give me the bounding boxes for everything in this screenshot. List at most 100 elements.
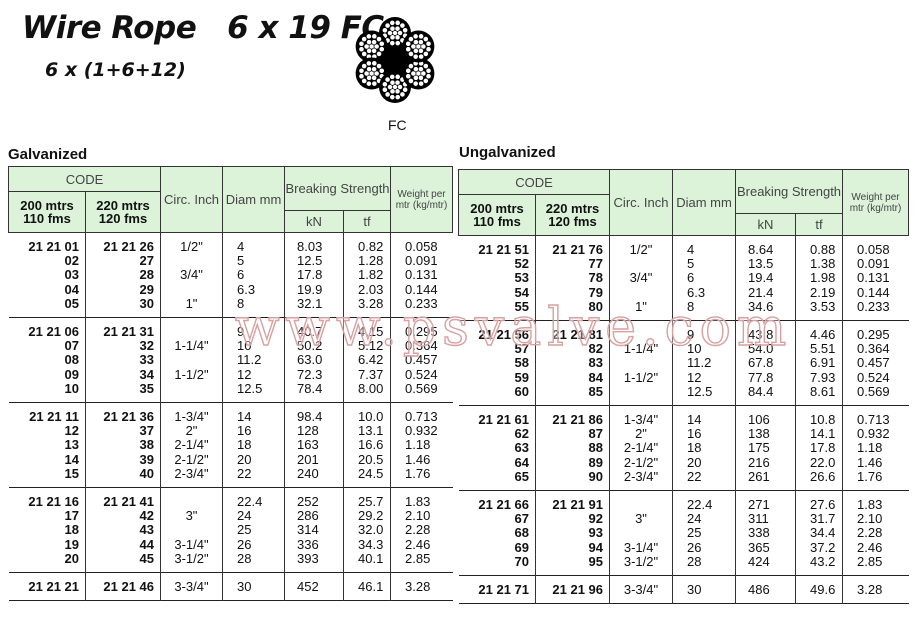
cell-weight: 2.85 xyxy=(842,554,909,576)
cell-diam: 6 xyxy=(672,271,736,286)
table-row: 52 77 5 13.5 1.38 0.091 xyxy=(458,257,909,272)
cell-code-200: 21 21 71 xyxy=(458,575,536,604)
cell-weight: 0.144 xyxy=(390,282,453,297)
cell-diam: 12.5 xyxy=(672,384,736,406)
table-row: 02 27 5 12.5 1.28 0.091 xyxy=(8,254,453,269)
cell-circ: 3-1/4" xyxy=(609,540,673,555)
cell-code-200: 04 xyxy=(8,282,86,297)
cell-weight: 1.46 xyxy=(390,452,453,467)
cell-code-200: 14 xyxy=(8,452,86,467)
cell-weight: 0.295 xyxy=(842,320,909,343)
cell-tf: 4.46 xyxy=(794,320,844,343)
cell-kn: 98.4 xyxy=(284,402,344,425)
cell-kn: 43.8 xyxy=(735,320,796,343)
cell-kn: 106 xyxy=(735,405,796,428)
cell-circ xyxy=(160,282,223,297)
row-group: 21 21 06 21 21 31 9 40.7 4.15 0.295 07 32 1-1/4"… xyxy=(8,317,453,403)
cell-code-200: 21 21 16 xyxy=(8,487,86,510)
cell-circ: 1/2" xyxy=(609,235,673,258)
cell-tf: 34.3 xyxy=(342,537,392,552)
cell-code-220: 21 21 81 xyxy=(535,320,610,343)
cell-code-220: 85 xyxy=(535,384,610,406)
table-row: 21 21 21 21 21 46 3-3/4" 30 452 46.1 3.28 xyxy=(8,572,453,601)
page-title: Wire Rope 6 x 19 FC xyxy=(22,10,384,46)
cell-code-200: 12 xyxy=(8,424,86,439)
cell-weight: 0.233 xyxy=(842,299,909,321)
cell-code-220: 78 xyxy=(535,271,610,286)
cell-diam: 9 xyxy=(222,317,285,340)
cell-tf: 0.88 xyxy=(794,235,844,258)
cell-code-220: 79 xyxy=(535,285,610,300)
cell-code-220: 83 xyxy=(535,356,610,371)
cell-code-220: 44 xyxy=(85,537,161,552)
cell-code-200: 54 xyxy=(458,285,536,300)
ungalvanized-heading: Ungalvanized xyxy=(459,144,556,161)
cell-circ: 2-1/2" xyxy=(609,455,673,470)
row-group: 21 21 56 21 21 81 9 43.8 4.46 0.295 57 82 1-1/4"… xyxy=(458,320,909,406)
cell-diam: 8 xyxy=(672,299,736,321)
cell-diam: 11.2 xyxy=(222,353,285,368)
table-row: 63 88 2-1/4" 18 175 17.8 1.18 xyxy=(458,441,909,456)
weight-header: Weight per mtr (kg/mtr) xyxy=(390,166,454,233)
code-header: CODE xyxy=(458,169,610,195)
cell-code-200: 07 xyxy=(8,339,86,354)
table-row: 21 21 11 21 21 36 1-3/4" 14 98.4 10.0 0.713 xyxy=(8,402,453,425)
cell-circ xyxy=(609,320,673,343)
cell-code-200: 10 xyxy=(8,381,86,403)
cell-circ: 1-1/4" xyxy=(609,342,673,357)
cell-tf: 10.0 xyxy=(342,402,392,425)
cell-kn: 175 xyxy=(735,441,796,456)
cell-diam: 25 xyxy=(222,523,285,538)
cell-circ: 3-3/4" xyxy=(160,572,223,601)
table-row: 57 82 1-1/4" 10 54.0 5.51 0.364 xyxy=(458,342,909,357)
cell-kn: 252 xyxy=(284,487,344,510)
row-group: 21 21 21 21 21 46 3-3/4" 30 452 46.1 3.28 xyxy=(8,572,453,601)
table-row: 09 34 1-1/2" 12 72.3 7.37 0.524 xyxy=(8,367,453,382)
table-row: 05 30 1" 8 32.1 3.28 0.233 xyxy=(8,296,453,318)
cell-weight: 0.524 xyxy=(842,370,909,385)
cell-code-220: 27 xyxy=(85,254,161,269)
table-row: 21 21 61 21 21 86 1-3/4" 14 106 10.8 0.713 xyxy=(458,405,909,428)
cell-tf: 2.19 xyxy=(794,285,844,300)
cell-circ: 1-3/4" xyxy=(609,405,673,428)
cell-tf: 24.5 xyxy=(342,466,392,488)
cell-code-200: 13 xyxy=(8,438,86,453)
cell-tf: 8.00 xyxy=(342,381,392,403)
cell-code-220: 94 xyxy=(535,540,610,555)
table-row: 53 78 3/4" 6 19.4 1.98 0.131 xyxy=(458,271,909,286)
table-row: 04 29 6.3 19.9 2.03 0.144 xyxy=(8,282,453,297)
cell-tf: 5.51 xyxy=(794,342,844,357)
cell-code-200: 21 21 66 xyxy=(458,490,536,513)
cell-kn: 338 xyxy=(735,526,796,541)
tf-header: tf xyxy=(794,213,844,236)
row-group: 21 21 51 21 21 76 1/2" 4 8.64 0.88 0.058 52 77 5 1… xyxy=(458,235,909,321)
cell-kn: 19.4 xyxy=(735,271,796,286)
cell-kn: 67.8 xyxy=(735,356,796,371)
cell-weight: 0.932 xyxy=(842,427,909,442)
cell-kn: 54.0 xyxy=(735,342,796,357)
cell-diam: 6 xyxy=(222,268,285,283)
weight-header: Weight per mtr (kg/mtr) xyxy=(842,169,910,236)
cell-weight: 2.10 xyxy=(842,512,909,527)
cell-circ: 1-1/2" xyxy=(160,367,223,382)
cell-code-220: 80 xyxy=(535,299,610,321)
table-row: 17 42 3" 24 286 29.2 2.10 xyxy=(8,509,453,524)
cell-code-200: 57 xyxy=(458,342,536,357)
cell-kn: 138 xyxy=(735,427,796,442)
cell-code-220: 43 xyxy=(85,523,161,538)
cell-code-200: 53 xyxy=(458,271,536,286)
cell-kn: 8.64 xyxy=(735,235,796,258)
cell-code-200: 21 21 11 xyxy=(8,402,86,425)
cell-circ xyxy=(609,384,673,406)
cell-code-200: 19 xyxy=(8,537,86,552)
cell-code-200: 08 xyxy=(8,353,86,368)
cell-tf: 49.6 xyxy=(794,575,844,604)
cell-weight: 0.091 xyxy=(390,254,453,269)
cell-tf: 25.7 xyxy=(342,487,392,510)
cell-weight: 0.058 xyxy=(842,235,909,258)
cell-kn: 72.3 xyxy=(284,367,344,382)
cell-diam: 28 xyxy=(222,551,285,573)
tf-header: tf xyxy=(342,210,392,233)
cell-weight: 0.364 xyxy=(842,342,909,357)
cell-kn: 8.03 xyxy=(284,232,344,255)
